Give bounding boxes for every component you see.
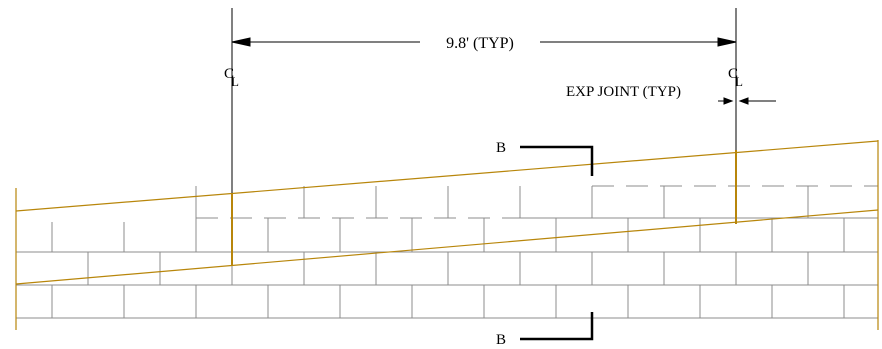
centerline-symbol-left: C — [224, 66, 234, 82]
centerline-subscript-left: L — [231, 74, 239, 89]
dimension-label: 9.8' (TYP) — [446, 35, 514, 52]
masonry-block-courses — [15, 185, 878, 319]
wall-end-lines — [15, 140, 879, 330]
exp-joint-leader — [718, 97, 776, 105]
section-mark-top-symbol — [520, 145, 594, 176]
section-mark-top: B — [496, 140, 506, 156]
centerline-subscript-right: L — [735, 74, 743, 89]
slope-lines — [15, 140, 879, 285]
section-mark-bottom: B — [496, 332, 506, 348]
section-mark-bottom-symbol — [520, 312, 594, 341]
expansion-joints — [231, 8, 737, 266]
dimension-line — [231, 37, 737, 47]
exp-joint-label: EXP JOINT (TYP) — [566, 84, 681, 100]
centerline-symbol-right: C — [728, 66, 738, 82]
